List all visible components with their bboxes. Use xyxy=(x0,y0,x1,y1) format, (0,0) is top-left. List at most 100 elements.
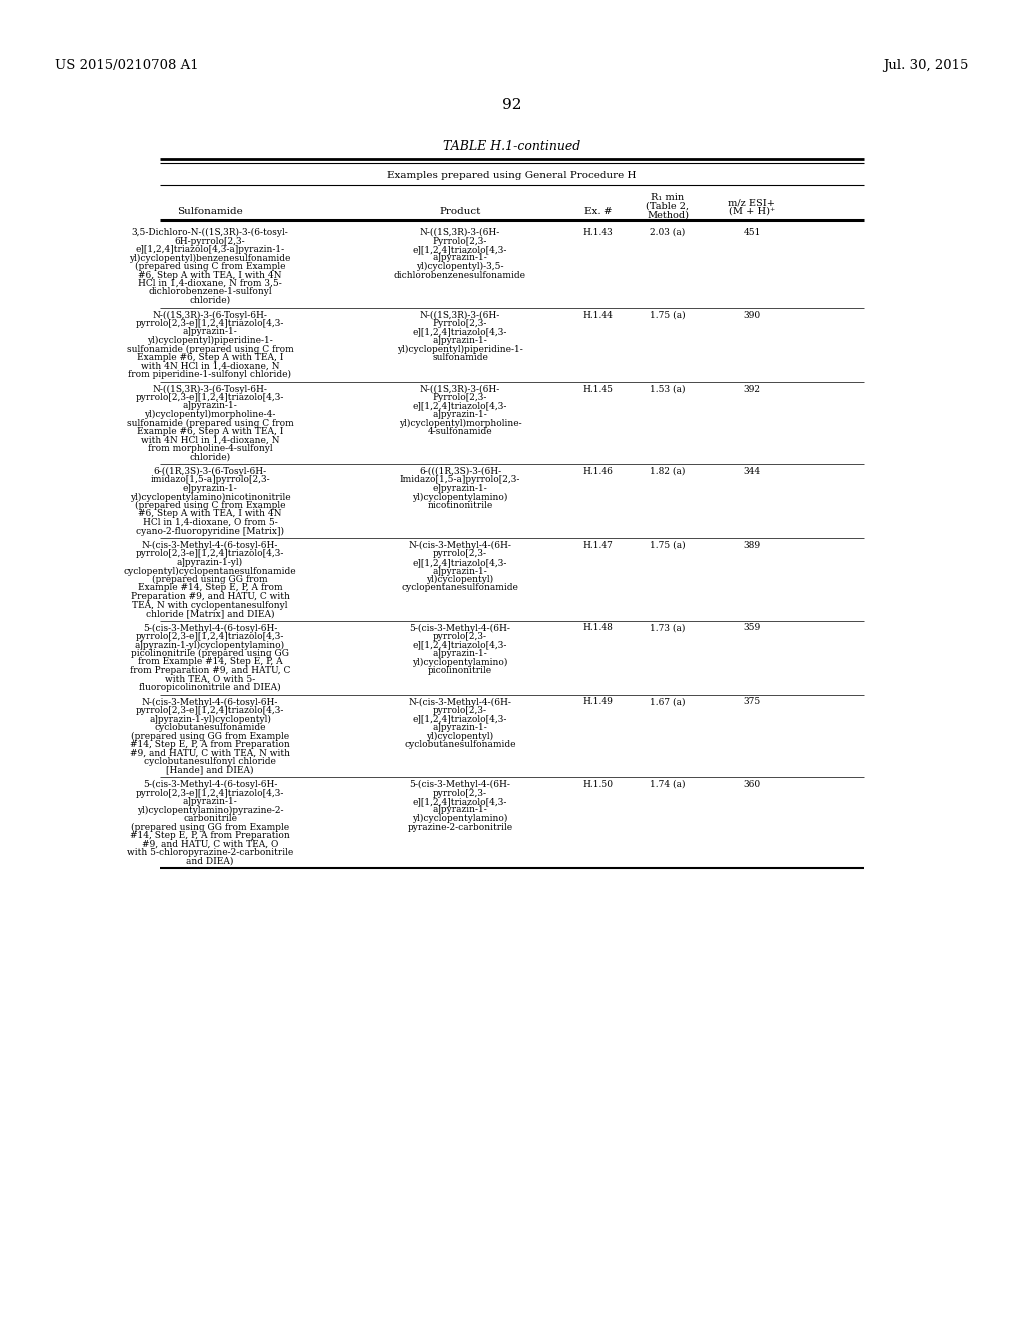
Text: fluoropicolinonitrile and DIEA): fluoropicolinonitrile and DIEA) xyxy=(139,682,281,692)
Text: pyrrolo[2,3-e][1,2,4]triazolo[4,3-: pyrrolo[2,3-e][1,2,4]triazolo[4,3- xyxy=(136,632,285,642)
Text: #14, Step E, P, A from Preparation: #14, Step E, P, A from Preparation xyxy=(130,832,290,840)
Text: carbonitrile: carbonitrile xyxy=(183,814,237,822)
Text: from Preparation #9, and HATU, C: from Preparation #9, and HATU, C xyxy=(130,667,290,675)
Text: Imidazo[1,5-a]pyrrolo[2,3-: Imidazo[1,5-a]pyrrolo[2,3- xyxy=(399,475,520,484)
Text: (M + H)⁺: (M + H)⁺ xyxy=(729,207,775,216)
Text: 5-(cis-3-Methyl-4-(6H-: 5-(cis-3-Methyl-4-(6H- xyxy=(410,780,510,789)
Text: 1.82 (a): 1.82 (a) xyxy=(650,467,686,477)
Text: a]pyrazin-1-: a]pyrazin-1- xyxy=(432,805,487,814)
Text: 360: 360 xyxy=(743,780,761,789)
Text: TABLE H.1-continued: TABLE H.1-continued xyxy=(443,140,581,153)
Text: pyrrolo[2,3-: pyrrolo[2,3- xyxy=(433,632,487,642)
Text: yl)cyclopentyl)piperidine-1-: yl)cyclopentyl)piperidine-1- xyxy=(147,337,272,345)
Text: from Example #14, Step E, P, A: from Example #14, Step E, P, A xyxy=(137,657,283,667)
Text: cyano-2-fluoropyridine [Matrix]): cyano-2-fluoropyridine [Matrix]) xyxy=(136,527,284,536)
Text: 359: 359 xyxy=(743,623,761,632)
Text: yl)cyclopentylamino)nicotinonitrile: yl)cyclopentylamino)nicotinonitrile xyxy=(130,492,291,502)
Text: a]pyrazin-1-: a]pyrazin-1- xyxy=(182,797,238,807)
Text: a]pyrazin-1-yl)cyclopentylamino): a]pyrazin-1-yl)cyclopentylamino) xyxy=(135,640,285,649)
Text: yl)cyclopentylamino): yl)cyclopentylamino) xyxy=(413,492,508,502)
Text: cyclobutanesulfonyl chloride: cyclobutanesulfonyl chloride xyxy=(144,756,275,766)
Text: yl)cyclopentyl)-3,5-: yl)cyclopentyl)-3,5- xyxy=(416,261,504,271)
Text: Preparation #9, and HATU, C with: Preparation #9, and HATU, C with xyxy=(131,591,290,601)
Text: (Table 2,: (Table 2, xyxy=(646,202,689,211)
Text: Jul. 30, 2015: Jul. 30, 2015 xyxy=(884,58,969,71)
Text: pyrrolo[2,3-e][1,2,4]triazolo[4,3-: pyrrolo[2,3-e][1,2,4]triazolo[4,3- xyxy=(136,788,285,797)
Text: pyrrolo[2,3-e][1,2,4]triazolo[4,3-: pyrrolo[2,3-e][1,2,4]triazolo[4,3- xyxy=(136,549,285,558)
Text: sulfonamide (prepared using C from: sulfonamide (prepared using C from xyxy=(127,345,293,354)
Text: N-((1S,3R)-3-(6-Tosyl-6H-: N-((1S,3R)-3-(6-Tosyl-6H- xyxy=(153,310,267,319)
Text: (prepared using GG from Example: (prepared using GG from Example xyxy=(131,731,289,741)
Text: with 4N HCl in 1,4-dioxane, N: with 4N HCl in 1,4-dioxane, N xyxy=(140,436,280,445)
Text: 375: 375 xyxy=(743,697,761,706)
Text: pyrazine-2-carbonitrile: pyrazine-2-carbonitrile xyxy=(408,822,513,832)
Text: Examples prepared using General Procedure H: Examples prepared using General Procedur… xyxy=(387,172,637,181)
Text: dichlorobenzene-1-sulfonyl: dichlorobenzene-1-sulfonyl xyxy=(148,288,271,297)
Text: imidazo[1,5-a]pyrrolo[2,3-: imidazo[1,5-a]pyrrolo[2,3- xyxy=(151,475,269,484)
Text: a]pyrazin-1-: a]pyrazin-1- xyxy=(432,253,487,263)
Text: N-(cis-3-Methyl-4-(6H-: N-(cis-3-Methyl-4-(6H- xyxy=(409,541,511,550)
Text: H.1.46: H.1.46 xyxy=(583,467,613,477)
Text: Example #6, Step A with TEA, I: Example #6, Step A with TEA, I xyxy=(137,426,284,436)
Text: from piperidine-1-sulfonyl chloride): from piperidine-1-sulfonyl chloride) xyxy=(128,370,292,379)
Text: a]pyrazin-1-: a]pyrazin-1- xyxy=(432,723,487,733)
Text: 6-((1R,3S)-3-(6-Tosyl-6H-: 6-((1R,3S)-3-(6-Tosyl-6H- xyxy=(154,467,266,477)
Text: 344: 344 xyxy=(743,467,761,477)
Text: nicotinonitrile: nicotinonitrile xyxy=(427,502,493,510)
Text: yl)cyclopentyl): yl)cyclopentyl) xyxy=(426,731,494,741)
Text: Method): Method) xyxy=(647,211,689,220)
Text: sulfonamide (prepared using C from: sulfonamide (prepared using C from xyxy=(127,418,293,428)
Text: e][1,2,4]triazolo[4,3-: e][1,2,4]triazolo[4,3- xyxy=(413,327,507,337)
Text: sulfonamide: sulfonamide xyxy=(432,352,488,362)
Text: H.1.44: H.1.44 xyxy=(583,310,613,319)
Text: a]pyrazin-1-yl): a]pyrazin-1-yl) xyxy=(177,558,243,568)
Text: 92: 92 xyxy=(502,98,522,112)
Text: e][1,2,4]triazolo[4,3-: e][1,2,4]triazolo[4,3- xyxy=(413,640,507,649)
Text: 5-(cis-3-Methyl-4-(6-tosyl-6H-: 5-(cis-3-Methyl-4-(6-tosyl-6H- xyxy=(142,623,278,632)
Text: a]pyrazin-1-: a]pyrazin-1- xyxy=(432,337,487,345)
Text: e][1,2,4]triazolo[4,3-: e][1,2,4]triazolo[4,3- xyxy=(413,797,507,807)
Text: (prepared using GG from: (prepared using GG from xyxy=(153,576,268,585)
Text: Pyrrolo[2,3-: Pyrrolo[2,3- xyxy=(433,236,487,246)
Text: pyrrolo[2,3-e][1,2,4]triazolo[4,3-: pyrrolo[2,3-e][1,2,4]triazolo[4,3- xyxy=(136,319,285,327)
Text: cyclobutanesulfonamide: cyclobutanesulfonamide xyxy=(155,723,266,733)
Text: e][1,2,4]triazolo[4,3-: e][1,2,4]triazolo[4,3- xyxy=(413,558,507,568)
Text: #6, Step A with TEA, I with 4N: #6, Step A with TEA, I with 4N xyxy=(138,510,282,519)
Text: 389: 389 xyxy=(743,541,761,550)
Text: HCl in 1,4-dioxane, N from 3,5-: HCl in 1,4-dioxane, N from 3,5- xyxy=(138,279,282,288)
Text: 6-(((1R,3S)-3-(6H-: 6-(((1R,3S)-3-(6H- xyxy=(419,467,501,477)
Text: N-((1S,3R)-3-(6H-: N-((1S,3R)-3-(6H- xyxy=(420,384,500,393)
Text: R₁ min: R₁ min xyxy=(651,193,685,202)
Text: pyrrolo[2,3-: pyrrolo[2,3- xyxy=(433,788,487,797)
Text: picolinonitrile (prepared using GG: picolinonitrile (prepared using GG xyxy=(131,649,289,659)
Text: e]pyrazin-1-: e]pyrazin-1- xyxy=(432,484,487,492)
Text: 451: 451 xyxy=(743,228,761,238)
Text: 6H-pyrrolo[2,3-: 6H-pyrrolo[2,3- xyxy=(175,236,246,246)
Text: H.1.45: H.1.45 xyxy=(583,384,613,393)
Text: HCl in 1,4-dioxane, O from 5-: HCl in 1,4-dioxane, O from 5- xyxy=(142,517,278,527)
Text: yl)cyclopentyl)morpholine-: yl)cyclopentyl)morpholine- xyxy=(398,418,521,428)
Text: 390: 390 xyxy=(743,310,761,319)
Text: #14, Step E, P, A from Preparation: #14, Step E, P, A from Preparation xyxy=(130,741,290,748)
Text: H.1.49: H.1.49 xyxy=(583,697,613,706)
Text: with 5-chloropyrazine-2-carbonitrile: with 5-chloropyrazine-2-carbonitrile xyxy=(127,847,293,857)
Text: m/z ESI+: m/z ESI+ xyxy=(728,198,775,207)
Text: chloride [Matrix] and DIEA): chloride [Matrix] and DIEA) xyxy=(145,609,274,618)
Text: a]pyrazin-1-: a]pyrazin-1- xyxy=(182,327,238,337)
Text: a]pyrazin-1-: a]pyrazin-1- xyxy=(182,401,238,411)
Text: a]pyrazin-1-: a]pyrazin-1- xyxy=(432,566,487,576)
Text: e][1,2,4]triazolo[4,3-: e][1,2,4]triazolo[4,3- xyxy=(413,401,507,411)
Text: e][1,2,4]triazolo[4,3-: e][1,2,4]triazolo[4,3- xyxy=(413,714,507,723)
Text: N-((1S,3R)-3-(6-Tosyl-6H-: N-((1S,3R)-3-(6-Tosyl-6H- xyxy=(153,384,267,393)
Text: H.1.50: H.1.50 xyxy=(583,780,613,789)
Text: (prepared using C from Example: (prepared using C from Example xyxy=(135,502,286,510)
Text: with TEA, O with 5-: with TEA, O with 5- xyxy=(165,675,255,684)
Text: 392: 392 xyxy=(743,384,761,393)
Text: Product: Product xyxy=(439,207,480,216)
Text: a]pyrazin-1-: a]pyrazin-1- xyxy=(432,411,487,418)
Text: 1.53 (a): 1.53 (a) xyxy=(650,384,686,393)
Text: yl)cyclopentyl)piperidine-1-: yl)cyclopentyl)piperidine-1- xyxy=(397,345,523,354)
Text: Ex. #: Ex. # xyxy=(584,207,612,216)
Text: H.1.47: H.1.47 xyxy=(583,541,613,550)
Text: H.1.43: H.1.43 xyxy=(583,228,613,238)
